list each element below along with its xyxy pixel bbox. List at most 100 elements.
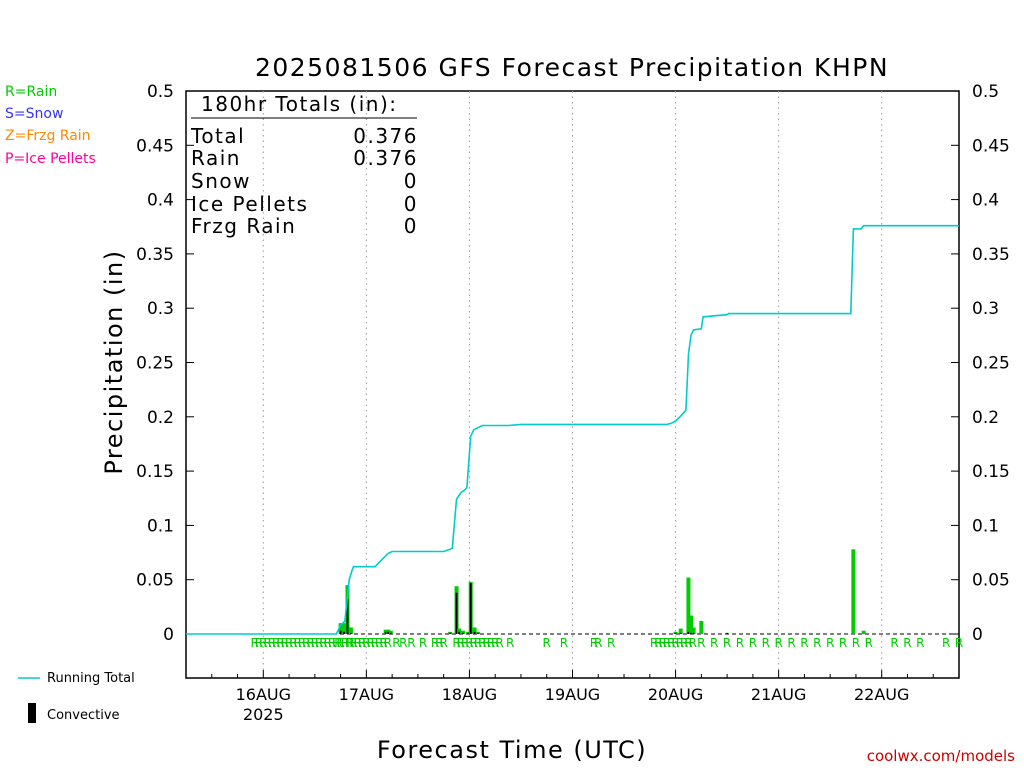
rain-letter: R: [506, 636, 514, 650]
rain-letter: R: [362, 636, 370, 650]
rain-letter: R: [384, 636, 392, 650]
totals-box: 180hr Totals (in): Total 0.376 Rain 0.37…: [190, 92, 418, 238]
y-axis-right: 0 0.05 0.1 0.15 0.2 0.25 0.3 0.35 0.4 0.45 0.5: [951, 82, 1010, 645]
rain-letter: R: [259, 636, 267, 650]
x-tick-label: 21AUG: [751, 685, 806, 704]
precip-bar: [457, 628, 462, 634]
rain-letter: R: [482, 636, 490, 650]
rain-letter: R: [354, 636, 362, 650]
precip-type-legend: R=Rain S=Snow Z=Frzg Rain P=Ice Pellets: [5, 84, 96, 167]
convective-bar: [462, 632, 464, 634]
rain-letter: R: [319, 636, 327, 650]
convective-bar: [455, 592, 458, 634]
rain-letter: R: [955, 636, 963, 650]
rain-letter: R: [341, 636, 349, 650]
legend-frzg-rain: Z=Frzg Rain: [5, 128, 91, 144]
rain-letter: R: [276, 636, 284, 650]
convective-bar: [387, 631, 390, 634]
rain-letter: R: [478, 636, 486, 650]
rain-letter: R: [826, 636, 834, 650]
totals-value-ice-pellets: 0: [404, 192, 418, 216]
rain-letter: R: [345, 636, 353, 650]
totals-value-rain: 0.376: [353, 146, 418, 170]
convective-bar: [343, 631, 345, 634]
rain-letter: R: [916, 636, 924, 650]
rain-letter: R: [942, 636, 950, 650]
convective-bar: [469, 582, 472, 634]
rain-letter: R: [302, 636, 310, 650]
y-tick-label: 0.3: [147, 299, 174, 319]
legend-snow: S=Snow: [5, 106, 63, 122]
y-tick-label: 0.45: [136, 136, 174, 156]
rain-letter: R: [358, 636, 366, 650]
convective-bar: [346, 599, 349, 634]
y-tick-label: 0.25: [136, 354, 174, 374]
grid-lines: [186, 91, 959, 678]
rain-letter: R: [543, 636, 551, 650]
y-tick-label: 0.25: [972, 354, 1010, 374]
y-tick-label: 0.4: [147, 191, 174, 211]
convective-bar: [679, 632, 682, 634]
rain-letter: R: [590, 636, 598, 650]
precip-bar: [851, 549, 856, 634]
rain-letter: R: [272, 636, 280, 650]
rain-letter: R: [281, 636, 289, 650]
rain-letter: R: [375, 636, 383, 650]
precip-bar: [689, 615, 694, 634]
totals-label-rain: Rain: [191, 146, 241, 170]
precip-bar: [691, 627, 696, 634]
rain-letter: R: [452, 636, 460, 650]
y-tick-label: 0.15: [136, 462, 174, 482]
convective-bar: [690, 632, 692, 634]
rain-letter: R: [435, 636, 443, 650]
convective-bar: [477, 632, 479, 634]
rain-letter: R: [461, 636, 469, 650]
rain-letter: R: [293, 636, 301, 650]
rain-letter: R: [470, 636, 478, 650]
rain-letter: R: [332, 636, 340, 650]
legend-rain: R=Rain: [5, 84, 57, 100]
convective-bar: [449, 632, 452, 634]
totals-label-ice-pellets: Ice Pellets: [191, 192, 308, 216]
rain-letter: R: [371, 636, 379, 650]
rain-letter: R: [474, 636, 482, 650]
rain-letter: R: [419, 636, 427, 650]
precip-bar: [686, 577, 691, 634]
rain-letter: R: [676, 636, 684, 650]
rain-letter: R: [890, 636, 898, 650]
rain-letter: R: [487, 636, 495, 650]
convective-bar: [674, 632, 677, 634]
running-total-label: Running Total: [47, 671, 135, 686]
rain-letter: R: [268, 636, 276, 650]
rain-letter: R: [680, 636, 688, 650]
rain-letter: R: [710, 636, 718, 650]
rain-letter: R: [315, 636, 323, 650]
totals-label-total: Total: [190, 124, 245, 148]
rain-letter: R: [813, 636, 821, 650]
rain-letter: R: [723, 636, 731, 650]
rain-letter: R: [285, 636, 293, 650]
precip-bar: [338, 623, 343, 634]
rain-letter: R: [399, 636, 407, 650]
x-axis-title: Forecast Time (UTC): [377, 736, 647, 764]
rain-letter: R: [654, 636, 662, 650]
y-tick-label: 0.45: [972, 136, 1010, 156]
rain-letter: R: [465, 636, 473, 650]
x-tick-label: 17AUG: [339, 685, 394, 704]
chart-title: 2025081506 GFS Forecast Precipitation KH…: [255, 53, 889, 82]
x-tick-label: 16AUG: [236, 685, 291, 704]
rain-letter: R: [336, 636, 344, 650]
totals-label-frzg-rain: Frzg Rain: [191, 214, 296, 238]
rain-letter: R: [298, 636, 306, 650]
precip-bar: [699, 620, 704, 634]
precip-bar: [460, 630, 465, 634]
y-tick-label: 0.1: [147, 516, 174, 536]
rain-letter: R: [251, 636, 259, 650]
rain-letter: R: [663, 636, 671, 650]
y-tick-label: 0.05: [972, 571, 1010, 591]
rain-letter: R: [903, 636, 911, 650]
rain-letter: R: [671, 636, 679, 650]
y-tick-label: 0.5: [972, 82, 999, 102]
